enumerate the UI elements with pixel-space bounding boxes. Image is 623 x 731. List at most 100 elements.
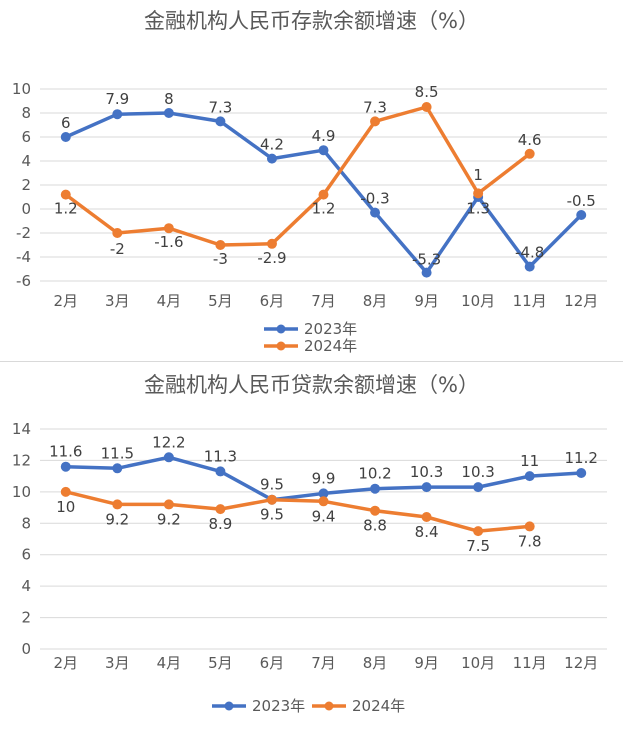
data-label: 7.5 <box>466 537 490 555</box>
x-tick-label: 11月 <box>513 654 547 672</box>
data-point <box>60 189 71 200</box>
data-point <box>370 483 381 494</box>
y-tick-label: 0 <box>21 640 31 658</box>
data-label: -2.9 <box>257 249 286 267</box>
data-label: 9.4 <box>312 507 336 525</box>
data-point <box>60 461 71 472</box>
data-point <box>266 238 277 249</box>
data-point <box>215 116 226 127</box>
data-label: 9.9 <box>312 469 336 487</box>
data-label: 11.2 <box>565 449 598 467</box>
x-tick-label: 5月 <box>208 292 233 310</box>
data-point <box>318 189 329 200</box>
data-label: 4.9 <box>312 127 336 145</box>
y-tick-label: 6 <box>21 546 31 564</box>
data-point <box>112 109 123 120</box>
x-tick-label: 12月 <box>564 654 598 672</box>
chart-title: 金融机构人民币贷款余额增速（%） <box>144 373 479 397</box>
data-label: 8.5 <box>415 83 439 101</box>
data-point <box>370 207 381 218</box>
data-point <box>524 148 535 159</box>
y-tick-label: 4 <box>21 152 31 170</box>
data-label: 4.2 <box>260 136 284 154</box>
data-label: -3 <box>213 250 228 268</box>
data-point <box>163 499 174 510</box>
data-point <box>524 521 535 532</box>
data-label: 6 <box>61 114 71 132</box>
y-tick-label: 6 <box>21 128 31 146</box>
data-label: 7.3 <box>363 98 387 116</box>
x-tick-label: 6月 <box>260 292 285 310</box>
y-tick-label: 10 <box>12 483 31 501</box>
data-label: -1.6 <box>154 233 183 251</box>
data-label: 7.3 <box>208 98 232 116</box>
x-tick-label: 4月 <box>157 292 182 310</box>
data-label: 11.6 <box>49 443 82 461</box>
data-label: 10.3 <box>461 463 494 481</box>
data-point <box>473 482 484 493</box>
y-tick-label: 8 <box>21 104 31 122</box>
x-tick-label: 9月 <box>414 292 439 310</box>
x-tick-label: 5月 <box>208 654 233 672</box>
series-line-2024 <box>64 490 532 533</box>
x-tick-label: 4月 <box>157 654 182 672</box>
data-point <box>318 496 329 507</box>
data-point <box>112 228 123 238</box>
chart-title: 金融机构人民币存款余额增速（%） <box>144 9 479 33</box>
data-point <box>524 261 535 272</box>
chart-divider <box>0 361 623 362</box>
data-label: 1 <box>473 166 483 184</box>
y-tick-label: -2 <box>16 224 31 242</box>
data-label: 10.3 <box>410 463 443 481</box>
y-tick-label: 10 <box>12 80 31 98</box>
x-tick-label: 10月 <box>461 292 495 310</box>
data-point <box>266 494 277 505</box>
data-point <box>163 108 174 118</box>
y-tick-label: -6 <box>16 272 31 290</box>
x-tick-label: 8月 <box>363 654 388 672</box>
x-tick-label: 7月 <box>311 654 336 672</box>
series-line-2024 <box>64 105 532 247</box>
y-tick-label: 2 <box>21 609 31 627</box>
y-tick-label: 2 <box>21 176 31 194</box>
x-tick-label: 3月 <box>105 654 130 672</box>
data-point <box>318 145 329 156</box>
data-point <box>60 486 71 497</box>
data-label: 4.6 <box>518 131 542 149</box>
legend-marker <box>224 701 234 711</box>
data-label: 10 <box>56 498 75 516</box>
data-point <box>421 482 432 493</box>
data-label: -0.3 <box>360 190 389 208</box>
data-label: -2 <box>110 240 125 258</box>
legend-label: 2024年 <box>352 697 405 715</box>
data-label: -0.5 <box>567 192 596 210</box>
legend-label: 2024年 <box>304 337 357 355</box>
y-tick-label: 8 <box>21 514 31 532</box>
data-label: 11.3 <box>204 447 237 465</box>
deposit-growth-chart: 金融机构人民币存款余额增速（%） -6 -4 -2 0 2 4 6 8 10 2月 3月 4月 5月 6月 7… <box>12 9 607 355</box>
legend-marker <box>276 341 286 351</box>
data-label: 9.2 <box>105 510 129 528</box>
data-label: 9.2 <box>157 510 181 528</box>
x-tick-label: 2月 <box>53 292 78 310</box>
y-tick-label: 12 <box>12 451 31 469</box>
data-label: 7.9 <box>105 90 129 108</box>
y-tick-label: 4 <box>21 577 31 595</box>
y-tick-label: 0 <box>21 200 31 218</box>
data-label: 11 <box>520 452 539 470</box>
data-label: 8.4 <box>415 523 439 541</box>
data-label: 8.8 <box>363 517 387 535</box>
data-point <box>112 499 123 510</box>
x-tick-label: 11月 <box>513 292 547 310</box>
x-tick-label: 2月 <box>53 654 78 672</box>
legend-marker <box>324 701 334 711</box>
data-point <box>215 466 226 477</box>
legend-marker <box>276 324 286 334</box>
data-point <box>473 188 484 199</box>
data-point <box>370 116 381 127</box>
data-label: -5.3 <box>412 251 441 269</box>
data-label: 8.9 <box>208 515 232 533</box>
x-tick-label: 8月 <box>363 292 388 310</box>
data-label: -4.8 <box>515 244 544 262</box>
